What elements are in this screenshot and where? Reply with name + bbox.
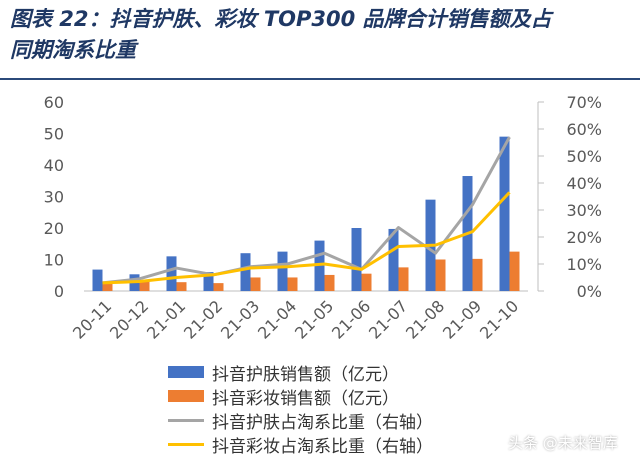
legend-item-makeup-share: 抖音彩妆占淘系比重（右轴） <box>168 432 433 457</box>
legend: 抖音护肤销售额（亿元） 抖音彩妆销售额（亿元） 抖音护肤占淘系比重（右轴） 抖音… <box>168 360 433 457</box>
x-tick-label: 21-04 <box>254 296 300 342</box>
bar-makeup-sales <box>250 277 261 291</box>
x-tick-label: 21-08 <box>402 296 448 342</box>
y-right-tick-label: 20% <box>566 228 602 247</box>
x-tick-label: 21-01 <box>143 296 189 342</box>
y-left-tick-label: 50 <box>44 125 64 144</box>
bar-makeup-sales <box>287 277 298 291</box>
bar-skincare-sales <box>351 228 362 291</box>
bar-makeup-sales <box>435 259 446 291</box>
bar-skincare-sales <box>166 256 177 291</box>
chart-title-line-2: 同期淘系比重 <box>10 38 136 62</box>
line-makeup-share <box>102 191 511 285</box>
y-left-tick-label: 20 <box>44 219 64 238</box>
legend-item-skincare-share: 抖音护肤占淘系比重（右轴） <box>168 408 433 433</box>
bar-skincare-sales <box>277 251 288 291</box>
bar-skincare-sales <box>92 269 103 291</box>
x-tick-label: 21-07 <box>365 296 411 342</box>
bar-makeup-sales <box>509 251 520 291</box>
y-right-tick-label: 60% <box>566 120 602 139</box>
bar-makeup-sales <box>213 283 224 291</box>
y-right-tick-label: 50% <box>566 147 602 166</box>
legend-swatch-makeup-sales <box>168 390 204 402</box>
legend-label-makeup-sales: 抖音彩妆销售额（亿元） <box>212 388 399 409</box>
y-right-tick-label: 0% <box>577 282 602 301</box>
legend-item-skincare-sales: 抖音护肤销售额（亿元） <box>168 360 433 385</box>
y-left-tick-label: 30 <box>44 188 64 207</box>
y-left-tick-label: 40 <box>44 156 64 175</box>
bar-makeup-sales <box>176 282 187 291</box>
bar-makeup-sales <box>102 282 113 291</box>
y-left-tick-label: 10 <box>44 251 64 270</box>
y-left-tick-label: 0 <box>54 282 64 301</box>
bar-makeup-sales <box>139 281 150 291</box>
legend-label-skincare-sales: 抖音护肤销售额（亿元） <box>212 364 399 385</box>
bar-skincare-sales <box>499 136 510 291</box>
watermark: 头条 @未来智库 <box>508 434 618 452</box>
legend-label-makeup-share: 抖音彩妆占淘系比重（右轴） <box>212 436 433 457</box>
x-tick-label: 21-06 <box>328 296 374 342</box>
y-right-tick-label: 70% <box>566 93 602 112</box>
bar-skincare-sales <box>203 272 214 291</box>
x-tick-label: 21-09 <box>439 296 485 342</box>
legend-label-skincare-share: 抖音护肤占淘系比重（右轴） <box>212 412 433 433</box>
legend-swatch-skincare-share <box>168 418 204 422</box>
chart-title-line-1: 图表 22：抖音护肤、彩妆 TOP300 品牌合计销售额及占 <box>10 7 552 31</box>
legend-swatch-makeup-share <box>168 442 204 446</box>
bar-makeup-sales <box>472 258 483 291</box>
y-right-tick-label: 10% <box>566 255 602 274</box>
y-right-tick-label: 40% <box>566 174 602 193</box>
x-tick-label: 20-11 <box>69 296 115 342</box>
x-tick-label: 21-02 <box>180 296 226 342</box>
x-tick-label: 20-12 <box>106 296 152 342</box>
bar-makeup-sales <box>398 267 409 291</box>
bar-makeup-sales <box>361 273 372 291</box>
bar-skincare-sales <box>240 253 251 291</box>
x-tick-label: 21-10 <box>476 296 522 342</box>
bar-makeup-sales <box>324 274 335 291</box>
y-left-tick-label: 60 <box>44 93 64 112</box>
x-tick-label: 21-03 <box>217 296 263 342</box>
y-right-tick-label: 30% <box>566 201 602 220</box>
line-skincare-share <box>102 136 511 285</box>
chart-title: 图表 22：抖音护肤、彩妆 TOP300 品牌合计销售额及占 同期淘系比重 <box>10 4 635 66</box>
x-tick-label: 21-05 <box>291 296 337 342</box>
chart-frame <box>0 78 640 466</box>
legend-swatch-skincare-sales <box>168 366 204 378</box>
legend-item-makeup-sales: 抖音彩妆销售额（亿元） <box>168 384 433 409</box>
bar-skincare-sales <box>388 228 399 291</box>
